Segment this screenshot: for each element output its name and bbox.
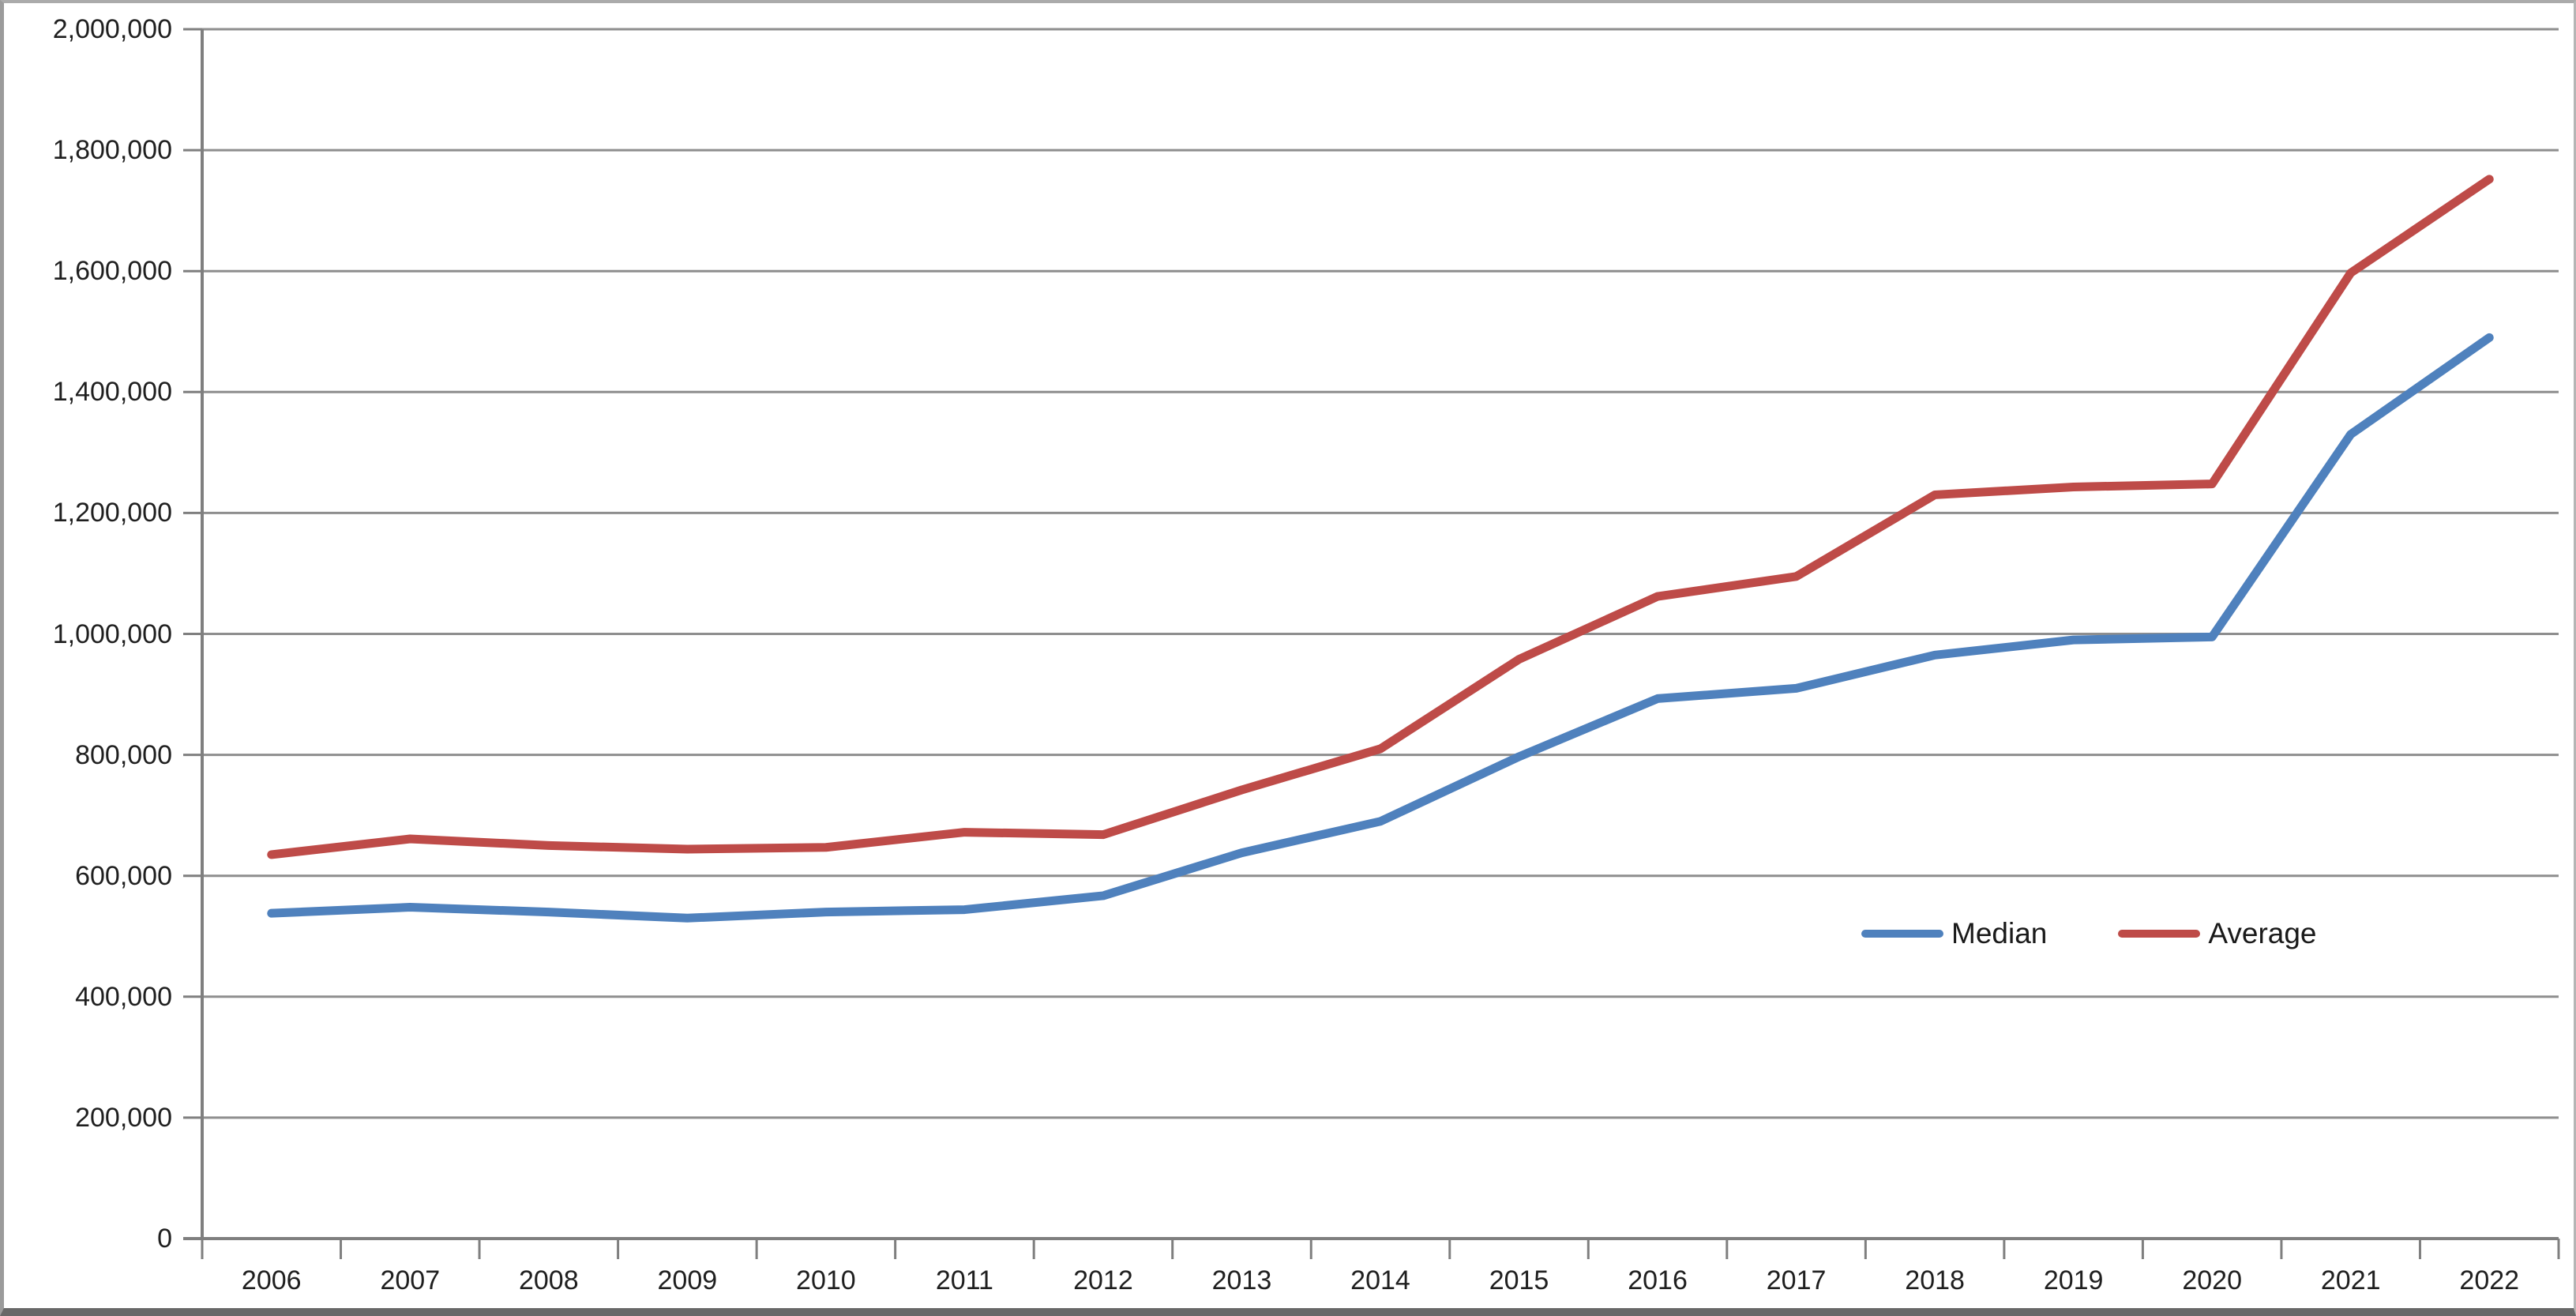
x-tick-label: 2017 [1766, 1265, 1827, 1295]
x-tick-label: 2019 [2043, 1265, 2104, 1295]
y-tick-label: 1,000,000 [52, 619, 172, 649]
y-tick-label: 800,000 [75, 739, 172, 770]
legend-item-median: Median [1861, 916, 2047, 951]
x-tick-label: 2014 [1350, 1265, 1410, 1295]
x-tick-label: 2009 [657, 1265, 718, 1295]
x-tick-label: 2016 [1628, 1265, 1688, 1295]
y-tick-label: 0 [157, 1224, 172, 1254]
x-tick-label: 2018 [1905, 1265, 1965, 1295]
x-tick-label: 2013 [1211, 1265, 1272, 1295]
y-tick-label: 1,200,000 [52, 498, 172, 528]
x-tick-label: 2012 [1073, 1265, 1133, 1295]
x-tick-label: 2007 [380, 1265, 441, 1295]
x-tick-label: 2020 [2182, 1265, 2242, 1295]
x-tick-label: 2015 [1489, 1265, 1549, 1295]
y-tick-label: 1,800,000 [52, 135, 172, 166]
x-tick-label: 2021 [2320, 1265, 2381, 1295]
y-tick-label: 2,000,000 [52, 14, 172, 44]
series-line-median [267, 333, 2494, 923]
y-tick-label: 400,000 [75, 981, 172, 1012]
x-tick-label: 2022 [2459, 1265, 2520, 1295]
average-line-swatch [2118, 930, 2201, 938]
x-tick-label: 2010 [796, 1265, 856, 1295]
legend-label-median: Median [1951, 917, 2048, 949]
y-tick-label: 600,000 [75, 860, 172, 891]
y-tick-label: 1,400,000 [52, 377, 172, 408]
legend-item-average: Average [2118, 916, 2317, 951]
x-tick-label: 2008 [518, 1265, 579, 1295]
line-chart [183, 28, 2560, 1259]
y-tick-label: 1,600,000 [52, 256, 172, 287]
median-line-swatch [1861, 930, 1943, 938]
x-tick-label: 2011 [935, 1265, 993, 1295]
y-tick-label: 200,000 [75, 1102, 172, 1133]
series-line-average [267, 175, 2494, 859]
legend: Median Average [1861, 916, 2317, 951]
x-tick-label: 2006 [241, 1265, 302, 1295]
legend-label-average: Average [2208, 917, 2317, 949]
